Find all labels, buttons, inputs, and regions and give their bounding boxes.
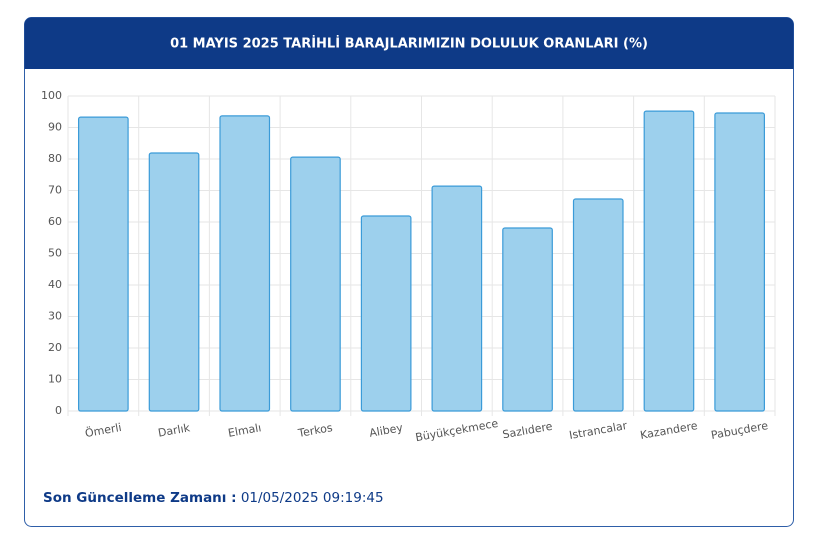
y-tick-label: 60 — [48, 215, 62, 228]
chart-title: 01 MAYIS 2025 TARİHLİ BARAJLARIMIZIN DOL… — [170, 36, 648, 52]
x-tick-label: Ömerli — [84, 421, 122, 440]
bar — [78, 116, 129, 412]
footer-value: 01/05/2025 09:19:45 — [241, 490, 384, 506]
bar — [219, 115, 271, 412]
x-tick-label: Elmalı — [227, 421, 262, 440]
y-tick-label: 70 — [48, 184, 62, 197]
bar — [431, 185, 483, 412]
bar — [502, 227, 553, 412]
x-tick-label: Terkos — [296, 421, 334, 440]
x-tick-label: Darlık — [157, 421, 192, 440]
y-tick-label: 20 — [48, 341, 62, 354]
bar — [714, 112, 765, 412]
footer: Son Güncelleme Zamanı : 01/05/2025 09:19… — [43, 490, 384, 506]
y-tick-label: 40 — [48, 278, 62, 291]
plot: 0 10 20 30 40 50 60 70 80 90 100 Ömerli Darlık Elmalı… — [41, 89, 776, 444]
y-tick-label: 100 — [41, 89, 62, 102]
y-tick-label: 10 — [48, 373, 62, 386]
bar — [148, 152, 200, 412]
bar — [360, 215, 412, 412]
y-tick-label: 0 — [55, 404, 62, 417]
card-header — [24, 17, 794, 69]
y-tick-label: 90 — [48, 121, 62, 134]
bar — [572, 198, 624, 412]
bar — [643, 110, 695, 412]
y-tick-label: 80 — [48, 152, 62, 165]
footer-label: Son Güncelleme Zamanı : — [43, 490, 237, 506]
bar — [290, 156, 341, 412]
x-tick-label: Alibey — [368, 421, 404, 440]
y-tick-label: 50 — [48, 247, 62, 260]
y-tick-label: 30 — [48, 310, 62, 323]
